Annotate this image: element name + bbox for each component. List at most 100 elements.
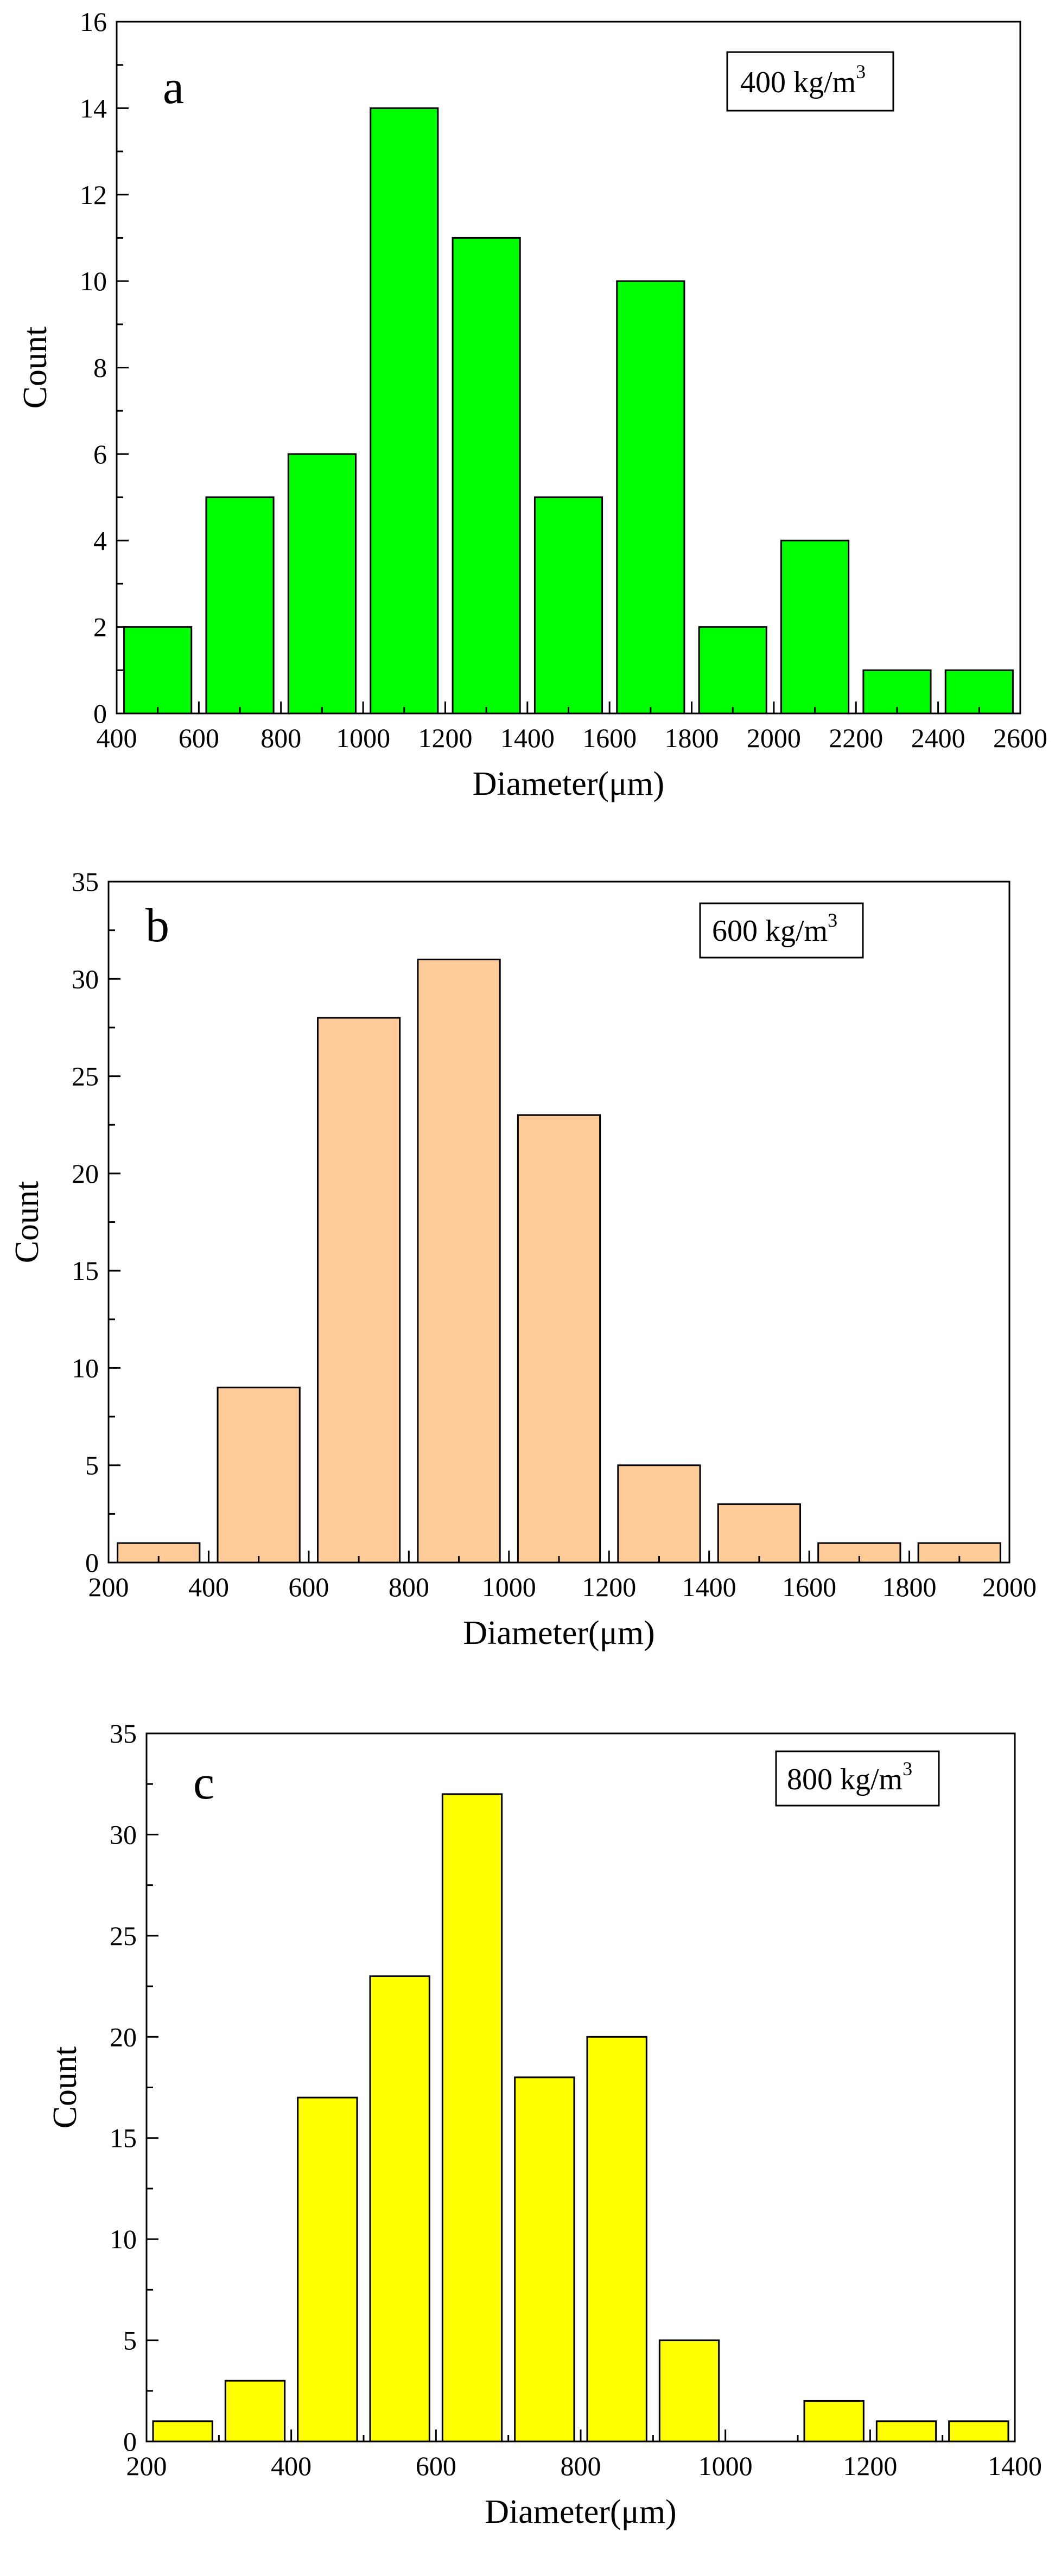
x-axis-title: Diameter(μm) <box>485 2494 676 2530</box>
y-tick-label: 35 <box>110 1718 137 1749</box>
legend-label: 400 kg/m3 <box>740 61 866 99</box>
x-axis-title: Diameter(μm) <box>473 766 664 802</box>
y-tick-label: 6 <box>93 439 107 469</box>
x-tick-label: 800 <box>389 1572 429 1602</box>
bar <box>205 496 275 715</box>
bar <box>616 280 685 715</box>
legend-text: 400 kg/m <box>740 66 856 99</box>
bar <box>698 626 767 715</box>
x-tick-label: 2400 <box>911 723 965 753</box>
x-tick-label: 600 <box>416 2451 456 2481</box>
bar <box>417 958 501 1564</box>
x-tick-label: 2000 <box>982 1572 1037 1602</box>
y-axis-title: Count <box>47 2046 84 2129</box>
x-tick-label: 1200 <box>843 2451 897 2481</box>
y-tick-label: 14 <box>80 93 107 123</box>
x-tick-label: 1400 <box>682 1572 736 1602</box>
bar <box>514 2076 575 2443</box>
bar <box>586 2036 647 2443</box>
x-tick-label: 1000 <box>482 1572 536 1602</box>
panel-label: a <box>163 61 184 114</box>
y-tick-label: 5 <box>123 2325 137 2356</box>
bar <box>717 1503 802 1564</box>
bar <box>533 496 603 715</box>
histogram-chart-a: 400 600 800 1000 1200 1400 1600 1800 2000 2200 240… <box>17 7 1047 802</box>
legend-text: 600 kg/m <box>712 914 828 948</box>
panel-label: c <box>193 1757 214 1809</box>
y-tick-label: 10 <box>80 266 107 296</box>
bar <box>452 237 521 715</box>
legend-box <box>699 902 864 959</box>
y-tick-label: 10 <box>72 1353 99 1383</box>
x-tick-label: 400 <box>188 1572 229 1602</box>
x-tick-label: 800 <box>260 723 301 753</box>
bar <box>441 1793 503 2443</box>
y-tick-label: 20 <box>110 2022 137 2052</box>
x-tick-label: 1200 <box>582 1572 636 1602</box>
x-tick-label: 1400 <box>988 2451 1042 2481</box>
bar <box>123 626 193 715</box>
bar <box>658 2339 720 2443</box>
x-tick-label: 600 <box>288 1572 329 1602</box>
bar <box>803 2400 865 2443</box>
bar <box>948 2420 1009 2443</box>
legend-box <box>726 51 894 112</box>
bar <box>217 1386 301 1564</box>
x-tick-label: 400 <box>271 2451 312 2481</box>
x-tick-label: 1800 <box>882 1572 937 1602</box>
x-tick-label: 800 <box>561 2451 601 2481</box>
bar <box>316 1017 401 1564</box>
y-tick-label: 30 <box>110 1819 137 1850</box>
y-tick-label: 20 <box>72 1158 99 1189</box>
y-tick-label: 15 <box>110 2123 137 2153</box>
legend-superscript: 3 <box>856 61 866 82</box>
y-tick-label: 25 <box>72 1061 99 1092</box>
bar <box>617 1464 701 1564</box>
x-tick-label: 600 <box>179 723 219 753</box>
histogram-chart-b: 200 400 600 800 1000 1200 1400 1600 1800 2000 0 5 10… <box>9 866 1037 1652</box>
x-tick-label: 1000 <box>698 2451 753 2481</box>
y-tick-label: 12 <box>80 180 107 210</box>
x-tick-label: 200 <box>88 1572 129 1602</box>
x-axis-title: Diameter(μm) <box>463 1615 654 1652</box>
y-tick-label: 4 <box>93 525 107 556</box>
plot-frame <box>145 1732 1016 2443</box>
bar <box>862 669 932 715</box>
bar <box>152 2420 213 2443</box>
panel-label: b <box>145 900 169 952</box>
y-tick-label: 16 <box>80 7 107 37</box>
bar <box>297 2096 358 2443</box>
y-tick-label: 35 <box>72 866 99 897</box>
bar <box>287 453 357 715</box>
legend-label: 600 kg/m3 <box>712 909 837 948</box>
y-tick-label: 0 <box>93 698 107 729</box>
y-tick-label: 25 <box>110 1921 137 1951</box>
y-tick-label: 15 <box>72 1255 99 1286</box>
x-tick-label: 1800 <box>665 723 719 753</box>
x-tick-label: 2600 <box>993 723 1047 753</box>
legend-superscript: 3 <box>828 909 837 931</box>
x-tick-label: 2200 <box>829 723 883 753</box>
y-tick-label: 8 <box>93 353 107 383</box>
x-tick-label: 200 <box>126 2451 167 2481</box>
bar <box>369 1975 430 2443</box>
y-tick-label: 0 <box>85 1547 99 1578</box>
histogram-chart-c: 200 400 600 800 1000 1200 1400 0 5 10 15 20 25 30 35 c… <box>47 1718 1042 2530</box>
x-tick-label: 1600 <box>582 723 637 753</box>
x-tick-label: 1600 <box>782 1572 836 1602</box>
x-tick-label: 1000 <box>336 723 390 753</box>
bar <box>517 1114 601 1564</box>
bar <box>224 2380 286 2443</box>
x-tick-label: 400 <box>97 723 137 753</box>
y-tick-label: 2 <box>93 612 107 642</box>
y-tick-label: 30 <box>72 964 99 994</box>
legend-superscript: 3 <box>903 1758 912 1780</box>
bar <box>944 669 1014 715</box>
y-tick-label: 0 <box>123 2426 137 2457</box>
bar <box>780 539 850 715</box>
legend-text: 800 kg/m <box>787 1763 903 1796</box>
y-axis-title: Count <box>17 327 54 409</box>
x-tick-label: 1200 <box>418 723 472 753</box>
legend-label: 800 kg/m3 <box>787 1758 912 1796</box>
y-tick-label: 5 <box>85 1450 99 1481</box>
